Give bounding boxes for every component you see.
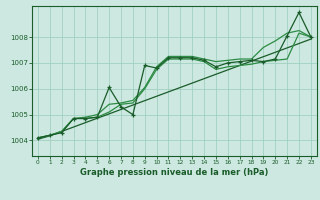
X-axis label: Graphe pression niveau de la mer (hPa): Graphe pression niveau de la mer (hPa) [80,168,268,177]
